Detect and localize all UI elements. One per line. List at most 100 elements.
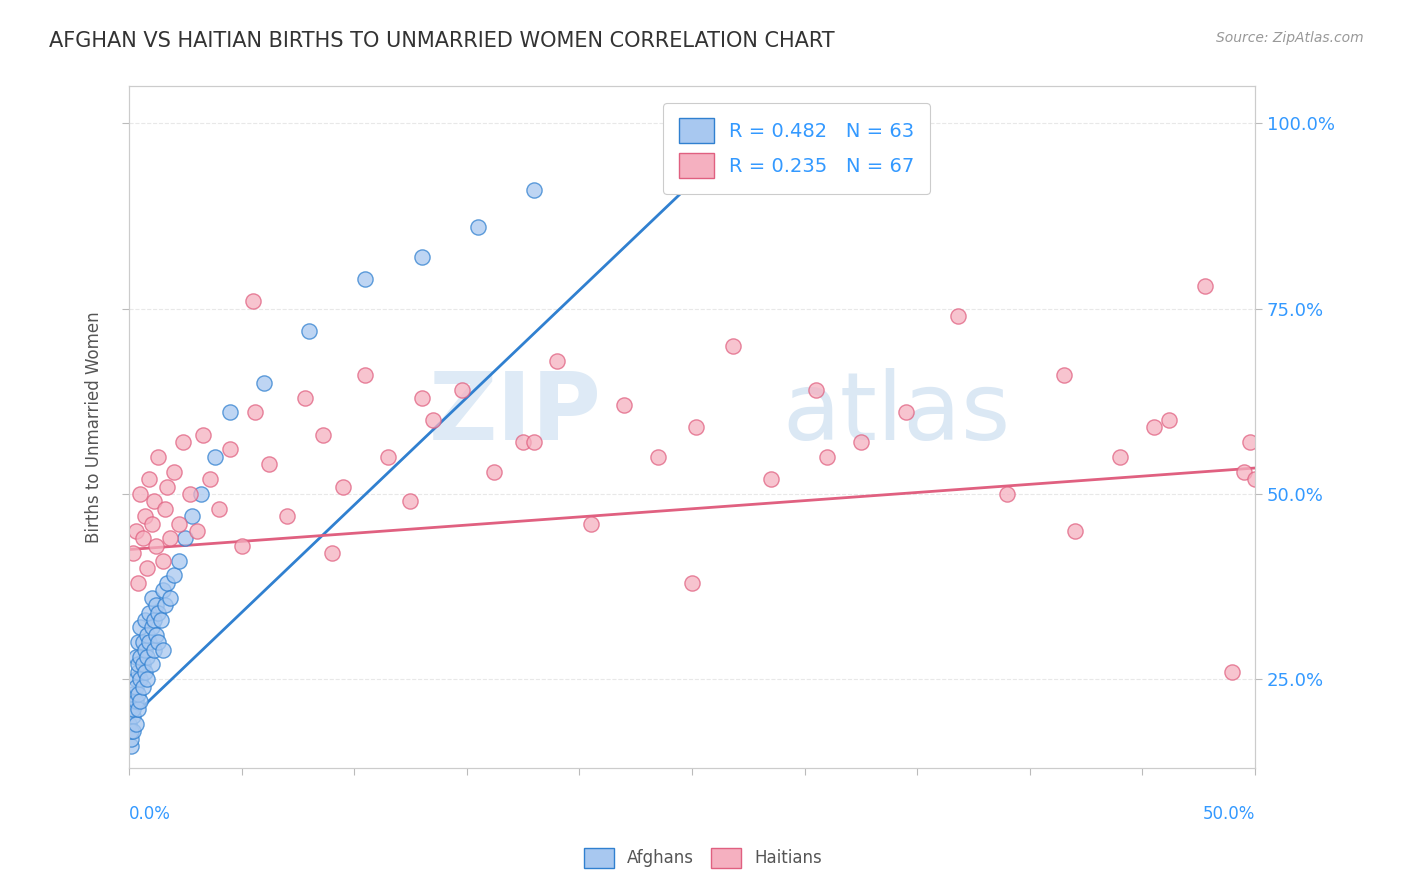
Point [136,672,159,686]
Point [138,635,160,649]
Point [193,427,215,442]
Point [321,546,343,560]
Point [141,516,163,531]
Point [141,620,163,634]
Point [174,532,197,546]
Point [142,642,165,657]
Point [546,353,568,368]
Point [354,272,377,286]
Point [451,383,474,397]
Point [721,339,744,353]
Text: Source: ZipAtlas.com: Source: ZipAtlas.com [1216,31,1364,45]
Point [148,450,170,464]
Point [142,494,165,508]
Point [894,405,917,419]
Point [131,680,153,694]
Point [120,694,142,708]
Point [681,109,703,123]
Point [141,591,163,605]
Point [120,724,142,739]
Point [523,183,546,197]
Point [131,635,153,649]
Point [127,657,149,672]
Point [163,568,186,582]
Point [204,450,226,464]
Point [685,420,707,434]
Point [163,465,186,479]
Point [152,583,174,598]
Point [136,628,159,642]
Point [127,687,149,701]
Point [127,575,149,590]
Point [159,532,181,546]
Point [1244,472,1267,486]
Point [186,524,208,538]
Point [134,509,156,524]
Point [134,642,156,657]
Point [125,650,148,665]
Point [276,509,298,524]
Point [815,450,838,464]
Point [125,524,148,538]
Point [148,635,170,649]
Point [129,650,152,665]
Point [122,709,145,723]
Point [131,532,153,546]
Point [122,546,145,560]
Point [125,694,148,708]
Point [804,383,827,397]
Point [159,591,181,605]
Point [125,680,148,694]
Point [129,672,152,686]
Point [138,606,160,620]
Point [1222,665,1244,679]
Point [613,398,636,412]
Point [257,458,280,472]
Point [411,391,433,405]
Point [219,405,242,419]
Point [298,324,321,338]
Point [125,716,148,731]
Point [411,250,433,264]
Point [1063,524,1085,538]
Point [311,427,333,442]
Point [148,606,170,620]
Point [153,598,176,612]
Point [294,391,316,405]
Point [399,494,422,508]
Point [153,501,176,516]
Point [647,450,669,464]
Point [134,665,156,679]
Point [482,465,505,479]
Point [145,628,167,642]
Point [138,472,160,486]
Point [219,442,242,457]
Text: 0.0%: 0.0% [129,805,172,823]
Point [1239,435,1261,450]
Point [512,435,534,450]
Point [1108,450,1130,464]
Point [354,368,377,383]
Point [129,620,152,634]
Point [579,516,602,531]
Point [242,294,264,309]
Legend: R = 0.482   N = 63, R = 0.235   N = 67: R = 0.482 N = 63, R = 0.235 N = 67 [664,103,929,194]
Point [125,672,148,686]
Point [129,487,152,501]
Point [127,635,149,649]
Point [332,479,354,493]
Point [167,516,190,531]
Point [849,435,872,450]
Point [156,575,179,590]
Point [145,539,167,553]
Point [141,657,163,672]
Point [127,702,149,716]
Point [179,487,201,501]
Point [995,487,1018,501]
Point [231,539,253,553]
Point [122,687,145,701]
Point [149,613,172,627]
Point [253,376,276,390]
Point [1194,279,1216,293]
Point [167,554,190,568]
